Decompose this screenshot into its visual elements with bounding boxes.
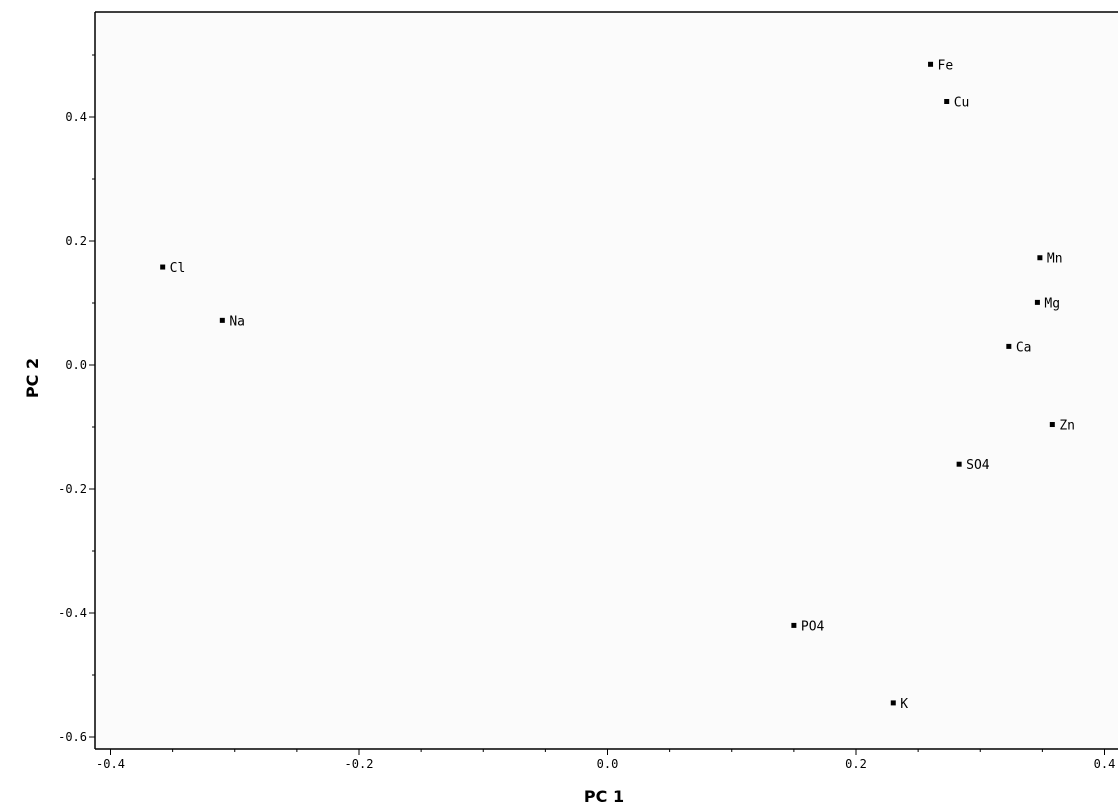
y-tick-label: -0.6 xyxy=(58,730,87,744)
y-axis-title: PC 2 xyxy=(23,358,42,398)
data-point-fe xyxy=(928,61,934,67)
x-tick-label: 0.0 xyxy=(597,757,619,771)
data-point-label: Ca xyxy=(1016,340,1032,355)
data-point-label: Fe xyxy=(938,58,954,73)
y-tick-label: -0.4 xyxy=(58,606,87,620)
plot-background xyxy=(95,12,1118,749)
data-point-label: Na xyxy=(229,314,245,329)
data-point-po4 xyxy=(791,622,797,628)
x-tick-label: -0.2 xyxy=(345,757,374,771)
data-point-mg xyxy=(1034,299,1040,305)
y-tick-label: 0.0 xyxy=(65,358,87,372)
axes xyxy=(94,11,1118,750)
data-point-ca xyxy=(1006,343,1012,349)
data-point-label: SO4 xyxy=(966,458,990,473)
data-point-label: K xyxy=(900,697,908,712)
data-point-label: PO4 xyxy=(801,619,825,634)
x-tick-label: 0.2 xyxy=(845,757,867,771)
y-tick-label: -0.2 xyxy=(58,482,87,496)
data-point-cl xyxy=(160,264,166,270)
data-point-label: Mg xyxy=(1044,296,1060,311)
data-point-label: Cu xyxy=(954,96,970,111)
tick-group: 0.4 0.2 0.0 -0.2 -0.4 -0.6 -0.4 -0.2 0.0 0.2 0.4 xyxy=(58,54,1116,771)
data-point-label: Mn xyxy=(1047,252,1063,267)
x-axis-title: PC 1 xyxy=(584,787,624,804)
y-tick-label: 0.4 xyxy=(65,110,87,124)
data-point-so4 xyxy=(956,461,962,467)
data-point-label: Cl xyxy=(170,261,186,276)
x-tick-label: 0.4 xyxy=(1094,757,1116,771)
data-point-zn xyxy=(1049,422,1055,428)
data-point-na xyxy=(219,317,225,323)
data-point-cu xyxy=(944,99,950,104)
data-point-k xyxy=(890,700,896,706)
points-group: Fe Cu Mn Mg Ca Zn SO4 Cl Na PO4 K xyxy=(160,58,1075,712)
x-tick-label: -0.4 xyxy=(96,757,125,771)
data-point-mn xyxy=(1037,255,1043,261)
data-point-label: Zn xyxy=(1059,419,1075,434)
y-tick-label: 0.2 xyxy=(65,234,87,248)
